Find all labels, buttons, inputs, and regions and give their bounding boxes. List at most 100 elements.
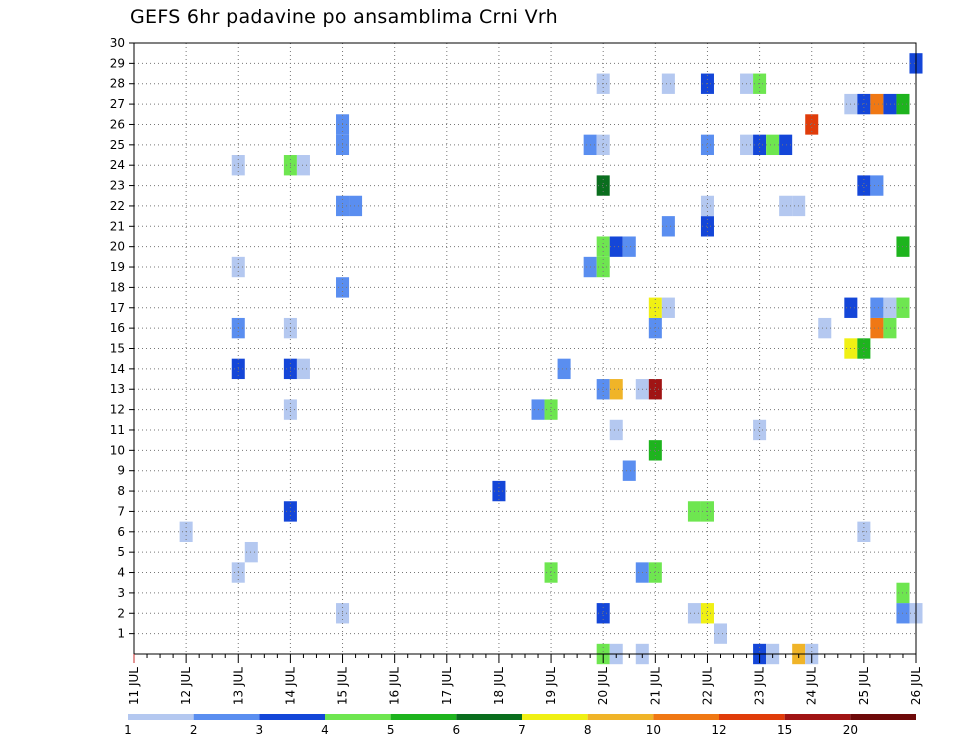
x-tick-label: 19 JUL: [544, 667, 558, 705]
y-tick-label: 17: [110, 301, 125, 315]
legend-swatch: [719, 714, 785, 720]
data-cell: [596, 379, 610, 400]
data-cell: [870, 175, 884, 196]
data-cell: [766, 134, 780, 156]
legend-label: 2: [190, 723, 198, 737]
data-cell: [883, 297, 897, 318]
y-tick-label: 5: [117, 545, 125, 559]
legend-swatch: [850, 714, 916, 720]
data-cell: [596, 134, 610, 156]
data-cell: [648, 440, 662, 461]
legend-swatch: [784, 714, 851, 720]
axis-layer: 1234567891011121314151617181920212223242…: [110, 36, 923, 705]
data-cell: [870, 317, 884, 339]
data-cell: [753, 419, 767, 441]
data-cell: [857, 175, 871, 196]
y-tick-label: 29: [110, 56, 125, 70]
legend-swatch: [259, 714, 325, 720]
y-tick-label: 30: [110, 36, 125, 50]
data-cell: [753, 134, 767, 156]
data-cell: [596, 175, 610, 196]
legend-label: 12: [711, 723, 726, 737]
y-tick-label: 10: [110, 443, 125, 457]
data-cell: [296, 155, 310, 176]
y-tick-label: 27: [110, 97, 125, 111]
y-tick-label: 25: [110, 138, 125, 152]
data-cell: [779, 195, 793, 217]
legend-swatch: [456, 714, 522, 720]
data-cell: [700, 134, 714, 156]
y-tick-label: 1: [117, 627, 125, 641]
data-cell: [700, 216, 714, 237]
y-tick-label: 23: [110, 179, 125, 193]
x-tick-label: 16 JUL: [388, 667, 402, 705]
y-tick-label: 11: [110, 423, 125, 437]
legend-swatch: [128, 714, 194, 720]
y-tick-label: 4: [117, 566, 125, 580]
legend-label: 8: [584, 723, 592, 737]
data-cell: [700, 195, 714, 217]
legend-swatch: [653, 714, 719, 720]
data-cell: [622, 236, 636, 257]
legend-layer: 1 2 3 4 5 6 7 8 10 12 15 20: [124, 714, 916, 737]
data-cell: [544, 562, 558, 583]
y-tick-label: 21: [110, 219, 125, 233]
legend-label: 20: [843, 723, 858, 737]
y-tick-label: 15: [110, 342, 125, 356]
data-cell: [648, 562, 662, 583]
x-tick-label: 20 JUL: [596, 667, 610, 705]
data-cell: [805, 114, 819, 135]
y-tick-label: 22: [110, 199, 125, 213]
legend-swatch: [325, 714, 391, 720]
data-cell: [557, 358, 571, 380]
data-cell: [779, 134, 793, 156]
y-tick-label: 3: [117, 586, 125, 600]
x-tick-label: 24 JUL: [805, 667, 819, 705]
data-cell: [244, 541, 258, 563]
legend-swatch: [193, 714, 260, 720]
data-cell: [883, 317, 897, 339]
chart-title: GEFS 6hr padavine po ansamblima Crni Vrh: [130, 6, 558, 28]
data-cell: [349, 195, 363, 217]
data-cell: [596, 603, 610, 624]
data-cell: [661, 297, 675, 318]
x-tick-label: 18 JUL: [492, 667, 506, 705]
data-cell: [622, 460, 636, 481]
x-tick-label: 23 JUL: [753, 667, 767, 705]
data-cell: [870, 93, 884, 115]
y-tick-label: 14: [110, 362, 125, 376]
y-tick-label: 9: [117, 464, 125, 478]
legend-label: 15: [777, 723, 792, 737]
x-tick-label: 15 JUL: [336, 667, 350, 705]
y-tick-label: 26: [110, 117, 125, 131]
y-tick-label: 20: [110, 240, 125, 254]
y-tick-label: 24: [110, 158, 125, 172]
data-cell: [609, 419, 623, 441]
data-cell: [648, 379, 662, 400]
legend-label: 10: [646, 723, 661, 737]
x-tick-label: 12 JUL: [179, 667, 193, 705]
data-cell: [713, 623, 728, 644]
x-tick-label: 22 JUL: [700, 667, 714, 705]
data-cell: [818, 317, 832, 339]
data-cell: [609, 379, 623, 400]
legend-label: 6: [453, 723, 461, 737]
legend-swatch: [390, 714, 457, 720]
x-tick-label: 11 JUL: [127, 667, 141, 705]
data-cell: [857, 338, 871, 359]
x-tick-label: 13 JUL: [231, 667, 245, 705]
legend-label: 5: [387, 723, 395, 737]
data-cell: [544, 399, 558, 420]
y-tick-label: 7: [117, 504, 125, 518]
y-tick-label: 12: [110, 403, 125, 417]
data-cell: [700, 603, 714, 624]
legend-swatch: [587, 714, 654, 720]
data-cell: [661, 73, 675, 94]
legend-swatch: [522, 714, 588, 720]
data-cell: [883, 93, 897, 115]
legend-label: 4: [321, 723, 329, 737]
y-tick-label: 2: [117, 606, 125, 620]
y-tick-label: 28: [110, 77, 125, 91]
x-tick-label: 17 JUL: [440, 667, 454, 705]
